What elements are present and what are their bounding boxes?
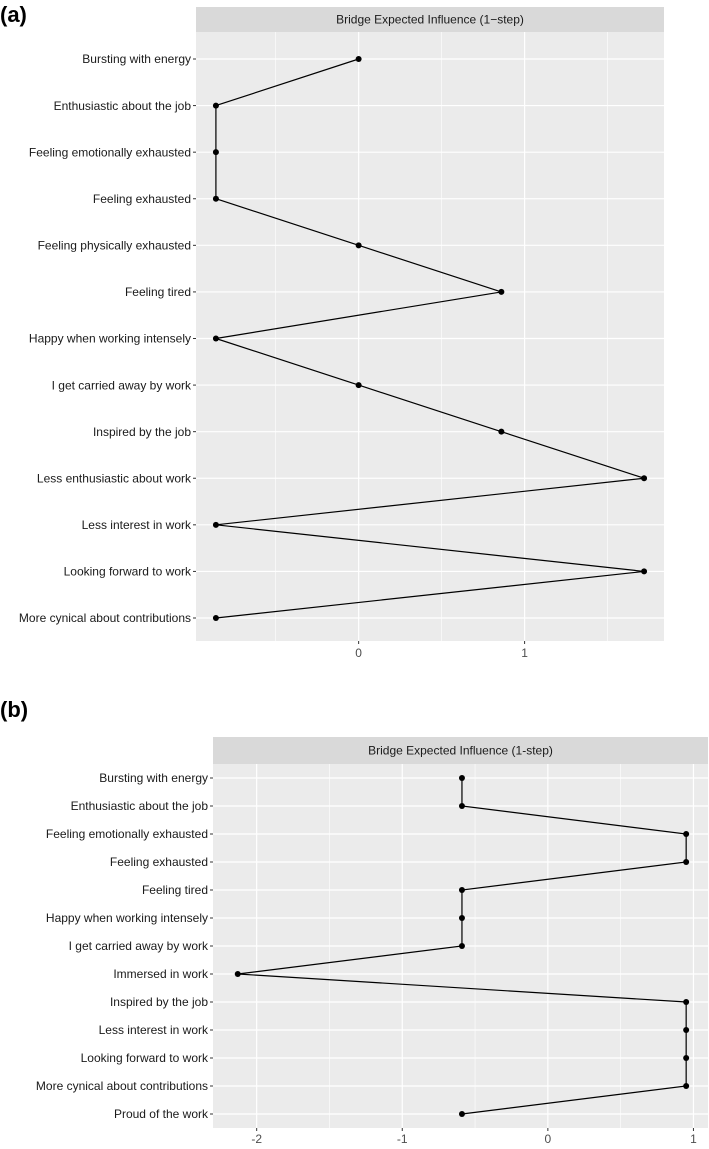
chart-panel-b: Bridge Expected Influence (1-step) -2 -1 0 1… — [36, 737, 708, 1146]
y-tick-label-b-11: More cynical about contributions — [36, 1079, 208, 1093]
y-tick-label-a-11: Looking forward to work — [64, 565, 192, 579]
data-point-a-11 — [641, 568, 648, 575]
y-tick-label-b-3: Feeling exhausted — [110, 855, 208, 869]
y-tick-label-b-6: I get carried away by work — [69, 939, 209, 953]
data-point-a-2 — [212, 149, 219, 156]
x-tick-label-b-2: 0 — [545, 1132, 552, 1146]
data-point-a-6 — [212, 335, 219, 342]
data-point-b-12 — [458, 1111, 465, 1117]
y-tick-label-a-8: Inspired by the job — [93, 425, 191, 439]
data-point-b-4 — [458, 887, 465, 893]
y-tick-label-b-12: Proud of the work — [114, 1107, 209, 1121]
y-tick-label-b-2: Feeling emotionally exhausted — [46, 827, 208, 841]
panel-b-label: (b) — [0, 697, 29, 722]
data-point-a-7 — [355, 382, 362, 389]
y-tick-label-b-7: Immersed in work — [113, 967, 209, 981]
y-tick-label-a-12: More cynical about contributions — [19, 611, 191, 625]
y-tick-label-b-10: Looking forward to work — [81, 1051, 209, 1065]
y-tick-label-a-3: Feeling exhausted — [93, 192, 191, 206]
plot-background-a — [196, 32, 664, 641]
data-point-a-9 — [641, 475, 648, 482]
data-point-a-3 — [212, 195, 219, 202]
y-tick-label-b-1: Enthusiastic about the job — [71, 799, 209, 813]
data-point-a-0 — [355, 56, 362, 62]
data-point-b-2 — [683, 831, 690, 837]
data-point-b-0 — [458, 775, 465, 781]
chart-title-b: Bridge Expected Influence (1-step) — [368, 744, 553, 758]
data-point-a-5 — [498, 288, 505, 295]
y-tick-label-a-9: Less enthusiastic about work — [37, 471, 192, 485]
x-tick-label-b-0: -2 — [251, 1132, 262, 1146]
y-tick-label-b-9: Less interest in work — [99, 1023, 209, 1037]
y-tick-label-a-10: Less interest in work — [82, 518, 192, 532]
data-point-b-9 — [683, 1027, 690, 1033]
y-tick-label-a-2: Feeling emotionally exhausted — [29, 145, 191, 159]
y-tick-label-b-4: Feeling tired — [142, 883, 208, 897]
data-point-b-8 — [683, 999, 690, 1005]
title-strip-a — [196, 7, 664, 32]
y-tick-label-a-0: Bursting with energy — [82, 52, 191, 66]
y-tick-label-a-6: Happy when working intensely — [29, 332, 191, 346]
x-tick-label-b-1: -1 — [397, 1132, 408, 1146]
data-point-b-7 — [234, 971, 241, 977]
data-point-b-5 — [458, 915, 465, 921]
data-point-b-11 — [683, 1083, 690, 1089]
title-strip-b — [213, 737, 708, 764]
data-point-a-8 — [498, 428, 505, 435]
data-point-a-4 — [355, 242, 362, 249]
data-point-b-1 — [458, 803, 465, 809]
x-tick-label-a-0: 0 — [355, 646, 362, 660]
y-tick-label-a-1: Enthusiastic about the job — [54, 99, 192, 113]
y-tick-label-a-5: Feeling tired — [125, 285, 191, 299]
data-point-b-3 — [683, 859, 690, 865]
chart-panel-a: Bridge Expected Influence (1−step) 0 1 Burs… — [19, 7, 664, 660]
y-tick-label-a-7: I get carried away by work — [52, 378, 192, 392]
y-tick-label-b-5: Happy when working intensely — [46, 911, 208, 925]
panel-a-label: (a) — [0, 2, 27, 27]
data-point-a-10 — [212, 521, 219, 528]
x-tick-label-b-3: 1 — [690, 1132, 697, 1146]
y-tick-label-b-0: Bursting with energy — [99, 771, 208, 785]
y-tick-label-b-8: Inspired by the job — [110, 995, 208, 1009]
data-point-b-10 — [683, 1055, 690, 1061]
x-tick-label-a-1: 1 — [521, 646, 528, 660]
data-point-b-6 — [458, 943, 465, 949]
y-tick-label-a-4: Feeling physically exhausted — [38, 239, 191, 253]
chart-title-a: Bridge Expected Influence (1−step) — [336, 13, 524, 27]
data-point-a-12 — [212, 615, 219, 621]
data-point-a-1 — [212, 102, 219, 109]
